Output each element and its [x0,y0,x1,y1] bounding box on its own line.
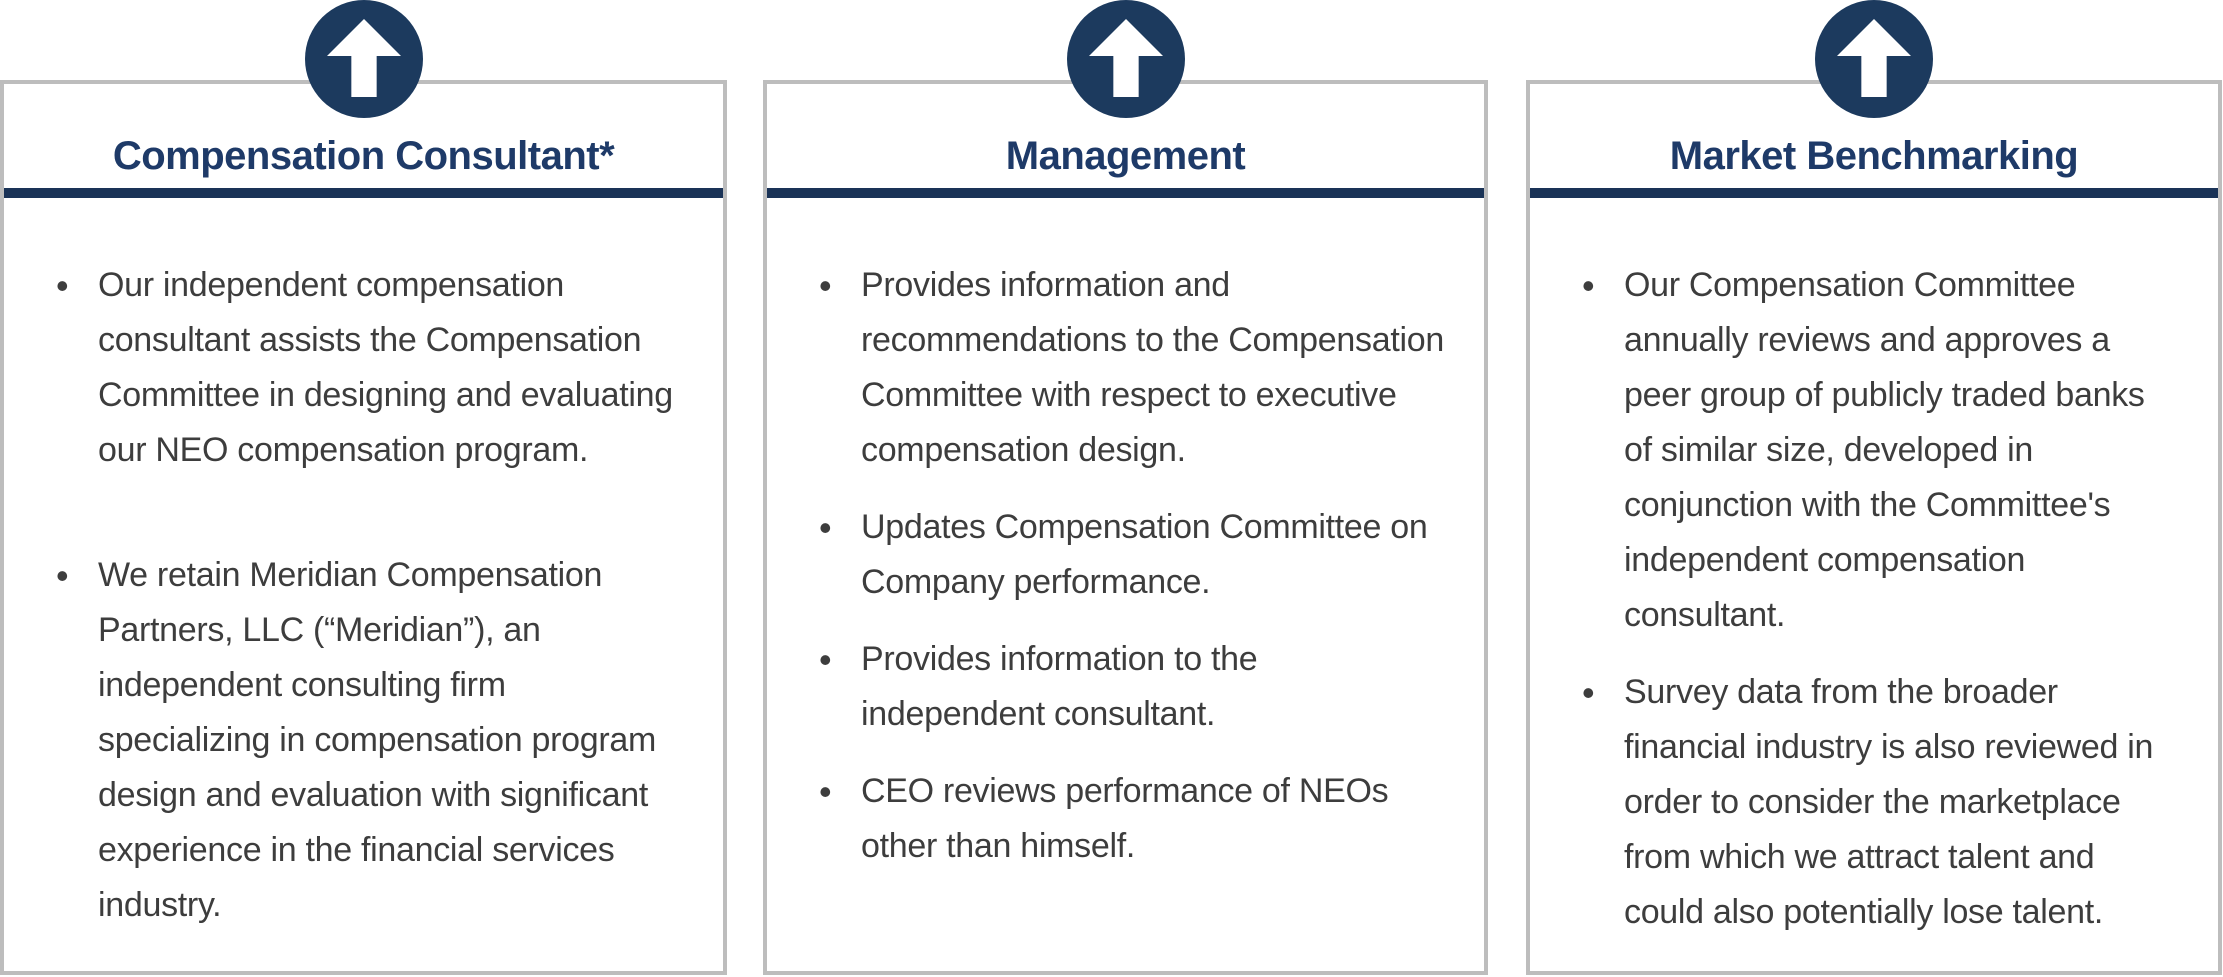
bullet-item: We retain Meridian Compensation Partners… [52,548,683,933]
card-compensation-consultant: Compensation Consultant* Our independent… [0,0,727,975]
bullet-list: Our independent compensation consultant … [52,258,683,933]
title-divider [4,188,723,198]
up-arrow-icon [1815,0,1933,118]
bullet-item: Provides information and recommendations… [815,258,1444,478]
bullet-item: Survey data from the broader financial i… [1578,665,2178,940]
card-management: Management Provides information and reco… [763,0,1488,975]
bullet-item: Our independent compensation consultant … [52,258,683,478]
bullet-item: CEO reviews performance of NEOs other th… [815,764,1444,874]
title-divider [1530,188,2218,198]
bullet-item: Updates Compensation Committee on Compan… [815,500,1444,610]
up-arrow-icon [304,0,423,118]
up-arrow-icon [1066,0,1185,118]
card-title: Compensation Consultant* [112,134,615,178]
card-title: Market Benchmarking [1669,134,2079,178]
card-title: Management [1005,134,1246,178]
bullet-item: Our Compensation Committee annually revi… [1578,258,2178,643]
card-market-benchmarking: Market Benchmarking Our Compensation Com… [1526,0,2222,975]
bullet-list: Provides information and recommendations… [815,258,1444,874]
bullet-list: Our Compensation Committee annually revi… [1578,258,2178,940]
bullet-item: Provides information to the independent … [815,632,1444,742]
title-divider [767,188,1484,198]
